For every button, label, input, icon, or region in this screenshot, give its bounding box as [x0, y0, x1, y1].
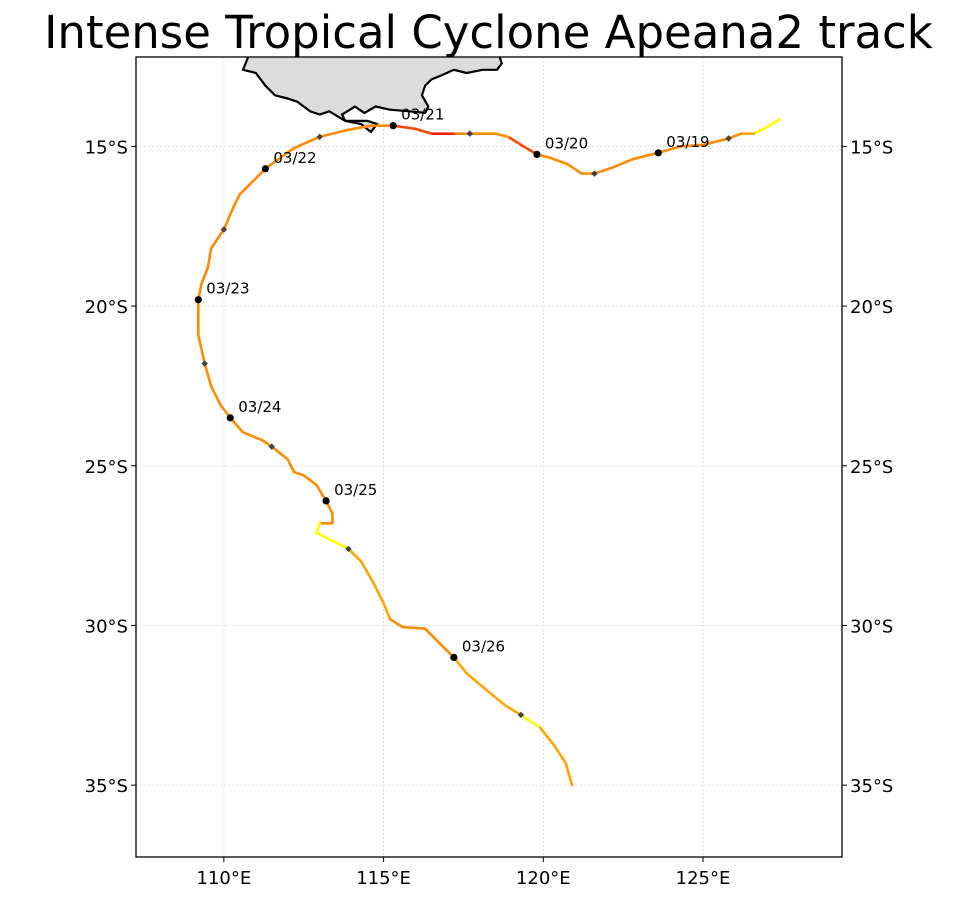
track-segment — [423, 627, 440, 643]
track-segment — [612, 157, 635, 169]
track-segment — [679, 143, 705, 148]
track-segment — [701, 137, 730, 147]
track-segment — [765, 117, 782, 129]
track-segment — [286, 458, 296, 474]
day-label: 03/25 — [334, 481, 377, 499]
lat-tick-label-left: 30°S — [85, 616, 128, 637]
day-marker — [226, 414, 234, 422]
track-segment — [631, 151, 660, 161]
day-label: 03/24 — [238, 398, 281, 416]
track-segment — [494, 132, 510, 139]
track-segment — [484, 688, 507, 707]
day-marker — [261, 165, 269, 173]
half-day-marker — [316, 133, 323, 141]
track-segment — [209, 228, 226, 250]
lon-tick-label: 110°E — [196, 868, 251, 889]
lon-tick-label: 115°E — [356, 868, 411, 889]
track-segment — [436, 640, 456, 659]
track-segment — [196, 333, 206, 365]
track-segment — [372, 582, 385, 605]
track-segment — [593, 165, 615, 175]
day-marker — [194, 296, 202, 304]
day-marker — [533, 150, 541, 159]
track-segment — [315, 531, 331, 541]
track-segment — [506, 135, 523, 147]
track-segment — [401, 625, 427, 630]
half-day-marker — [725, 135, 732, 142]
day-label: 03/22 — [273, 149, 316, 167]
track-segment — [203, 362, 213, 388]
land-layer — [241, 57, 503, 134]
track-segment — [222, 205, 235, 231]
day-marker — [654, 149, 662, 157]
lat-tick-label-left: 15°S — [85, 137, 128, 158]
track-segment — [232, 193, 242, 209]
half-day-marker — [268, 443, 276, 450]
track-segment — [414, 127, 433, 135]
track-segment — [238, 180, 254, 196]
lat-tick-label-right: 20°S — [850, 297, 893, 318]
track-segment — [752, 125, 769, 135]
track-segment — [343, 124, 373, 132]
day-label: 03/23 — [206, 280, 249, 298]
track-segment — [548, 156, 569, 166]
australia-coastline — [241, 57, 503, 134]
track-segment — [465, 672, 488, 691]
axis-ticks: 110°E 115°E 120°E 125°E 15°S 15°S 20°S 20°S 25°S… — [85, 137, 894, 889]
track-segment — [359, 560, 376, 586]
lat-tick-label-left: 20°S — [85, 297, 128, 318]
lon-tick-label: 125°E — [676, 868, 731, 889]
day-label: 03/20 — [545, 134, 588, 152]
lat-tick-label-left: 35°S — [85, 776, 128, 797]
track-segment — [327, 537, 350, 551]
half-day-marker — [517, 711, 525, 719]
lat-tick-label-right: 25°S — [850, 457, 893, 478]
lat-tick-label-left: 25°S — [85, 457, 128, 478]
track-segment — [551, 742, 567, 765]
lat-tick-label-right: 30°S — [850, 616, 893, 637]
lon-tick-label: 120°E — [516, 868, 571, 889]
track-segment — [200, 266, 210, 286]
lat-tick-label-right: 15°S — [850, 137, 893, 158]
track-segment — [315, 521, 321, 535]
track-segment — [503, 704, 523, 717]
day-marker — [450, 653, 458, 661]
track-segment — [565, 162, 583, 175]
lat-tick-label-right: 35°S — [850, 776, 893, 797]
track-segment — [206, 247, 213, 270]
track-segment — [382, 601, 392, 621]
track-segment — [276, 146, 296, 161]
gridlines — [136, 57, 842, 857]
half-day-marker — [466, 130, 474, 137]
track-segment — [292, 470, 306, 477]
half-day-marker — [591, 170, 598, 177]
day-label: 03/26 — [462, 637, 505, 655]
half-day-marker — [201, 360, 208, 367]
track-segment — [564, 761, 574, 787]
track-segment — [209, 384, 222, 407]
track-segment — [270, 445, 290, 461]
half-day-marker — [220, 226, 228, 233]
track-segment — [318, 129, 347, 139]
track-segment — [347, 547, 363, 563]
half-day-marker — [345, 545, 352, 553]
day-marker — [322, 497, 330, 505]
day-label: 03/21 — [401, 106, 444, 124]
track-segment — [538, 726, 555, 745]
map-title: Intense Tropical Cyclone Apeana2 track — [44, 6, 933, 59]
day-marker — [389, 122, 397, 130]
day-label: 03/19 — [666, 133, 709, 151]
track-segment — [391, 124, 417, 131]
track-segment — [657, 145, 682, 155]
track-segment — [519, 713, 542, 729]
track-markers: 03/19 03/20 03/21 03/22 03/23 03/24 03/25 03/26 — [194, 106, 732, 719]
track-segment — [241, 430, 264, 442]
cyclone-track — [196, 117, 782, 787]
map-frame — [135, 56, 843, 858]
track-segment — [292, 135, 321, 150]
track-segment — [302, 474, 318, 487]
track-segment — [388, 617, 405, 629]
